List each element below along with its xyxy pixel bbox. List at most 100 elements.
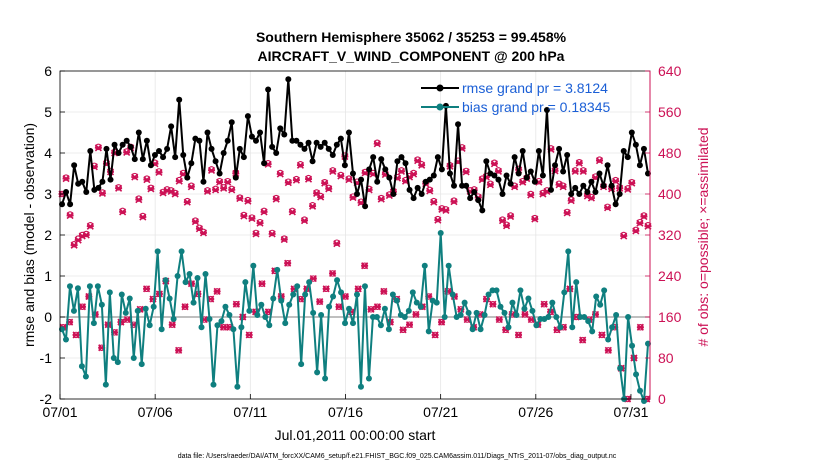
obs-possible-marker <box>99 189 106 196</box>
obs-assimilated-marker <box>337 172 345 180</box>
rmse-point <box>277 125 284 132</box>
rmse-point <box>616 191 623 197</box>
obs-possible-marker <box>192 217 199 224</box>
x-tick-label: 07/16 <box>328 404 363 420</box>
rmse-point <box>471 188 478 195</box>
obs-possible-marker <box>596 156 603 163</box>
obs-possible-marker <box>345 175 353 182</box>
obs-assimilated-marker <box>604 204 612 212</box>
rmse-point <box>354 191 361 197</box>
bias-point <box>501 309 508 316</box>
bias-point <box>334 277 341 284</box>
obs-assimilated-marker <box>328 269 337 278</box>
obs-possible-marker <box>188 182 195 190</box>
bias-point <box>585 318 592 325</box>
obs-possible-marker <box>204 187 211 194</box>
obs-assimilated-marker <box>373 140 381 148</box>
rmse-point <box>600 182 607 189</box>
rmse-point <box>636 162 643 169</box>
bias-point <box>581 314 588 320</box>
rmse-point <box>596 170 603 177</box>
obs-assimilated-marker <box>168 321 176 329</box>
obs-possible-marker <box>293 175 300 183</box>
obs-possible-marker <box>559 182 567 190</box>
obs-possible-marker <box>325 184 332 192</box>
obs-assimilated-marker <box>135 196 143 204</box>
rmse-point <box>305 139 312 146</box>
bias-point <box>246 307 253 314</box>
rmse-point <box>216 170 223 177</box>
bias-point <box>118 291 125 298</box>
obs-possible-marker <box>640 212 648 219</box>
obs-assimilated-marker <box>139 213 147 221</box>
obs-assimilated-marker <box>175 346 183 354</box>
rmse-point <box>285 76 292 83</box>
x-tick-label: 07/31 <box>613 404 648 420</box>
bias-point <box>461 299 468 306</box>
bias-point <box>210 381 217 388</box>
rmse-point <box>426 176 433 183</box>
obs-possible-marker <box>620 231 627 239</box>
y-tick-label-left: -1 <box>40 350 53 366</box>
obs-possible-marker <box>260 207 268 215</box>
bias-point <box>230 326 237 333</box>
obs-assimilated-marker <box>345 176 353 184</box>
bias-point <box>625 314 632 320</box>
obs-assimilated-marker <box>321 179 329 187</box>
rmse-point <box>345 129 352 136</box>
bias-point <box>82 373 89 380</box>
rmse-point <box>71 162 78 169</box>
y-tick-label-right: 640 <box>658 63 682 79</box>
rmse-point <box>592 188 599 195</box>
obs-assimilated-marker <box>175 177 183 185</box>
obs-assimilated-marker <box>575 159 583 167</box>
bias-point <box>106 289 113 296</box>
rmse-point <box>495 176 502 183</box>
obs-assimilated-marker <box>377 195 385 203</box>
rmse-point <box>491 172 498 179</box>
y-tick-label-left: 2 <box>44 227 52 243</box>
rmse-point <box>188 160 195 167</box>
rmse-point <box>394 158 401 165</box>
obs-possible-marker <box>123 148 130 155</box>
rmse-point <box>325 145 332 152</box>
rmse-point <box>208 145 215 152</box>
obs-assimilated-marker <box>296 161 305 169</box>
bias-point <box>202 270 209 277</box>
rmse-point <box>378 156 385 163</box>
rmse-point <box>257 129 264 136</box>
chart-title-line2: AIRCRAFT_V_WIND_COMPONENT @ 200 hPa <box>258 48 565 64</box>
y-tick-label-left: 6 <box>44 63 52 79</box>
obs-assimilated-marker <box>450 198 458 206</box>
bias-point <box>318 311 325 318</box>
obs-assimilated-marker <box>540 300 548 308</box>
bias-point <box>561 289 568 296</box>
rmse-point <box>580 182 587 189</box>
rmse-point <box>560 168 567 175</box>
rmse-point <box>374 178 381 185</box>
obs-possible-marker <box>604 203 611 211</box>
obs-assimilated-marker <box>245 331 253 339</box>
bias-point <box>122 309 129 316</box>
bias-point <box>421 262 428 269</box>
rmse-point <box>321 139 328 146</box>
obs-assimilated-marker <box>171 190 179 198</box>
bias-point <box>629 342 636 349</box>
obs-assimilated-marker <box>595 157 604 165</box>
bias-point <box>389 291 396 298</box>
bias-point <box>613 311 620 318</box>
obs-possible-marker <box>208 166 215 173</box>
rmse-point <box>390 191 397 197</box>
bias-point <box>86 283 93 290</box>
bias-point <box>294 283 301 290</box>
obs-assimilated-marker <box>284 259 292 267</box>
rmse-point <box>220 150 227 156</box>
rmse-point <box>127 143 134 150</box>
bias-point <box>314 369 321 376</box>
rmse-point <box>640 145 647 152</box>
y-tick-label-left: 5 <box>44 104 52 120</box>
bias-point <box>353 291 360 298</box>
obs-assimilated-marker <box>354 285 362 293</box>
rmse-point <box>83 188 90 195</box>
bias-point <box>166 295 173 302</box>
